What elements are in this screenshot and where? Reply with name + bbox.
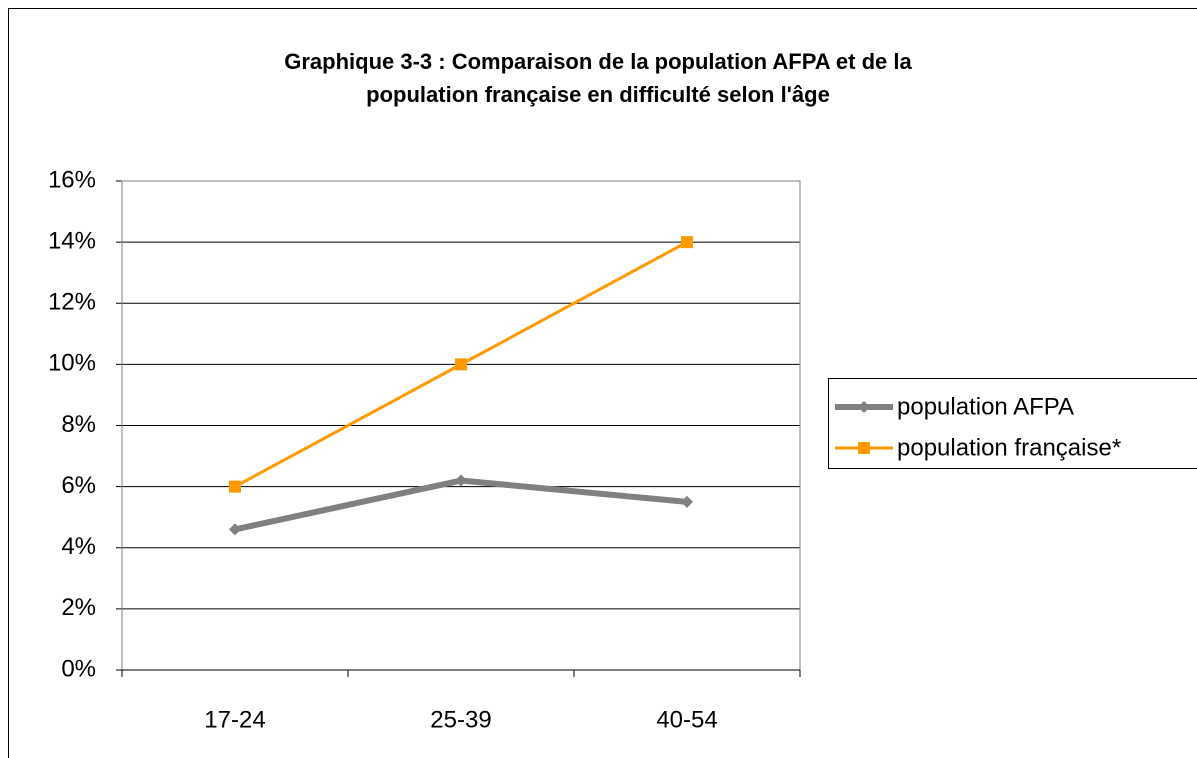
y-tick-label: 10%: [48, 350, 96, 377]
x-tick-label: 17-24: [204, 706, 265, 733]
y-tick-label: 14%: [48, 227, 96, 254]
y-tick-label: 4%: [61, 533, 96, 560]
chart-title: population française en difficulté selon…: [366, 82, 830, 107]
y-tick-label: 0%: [61, 655, 96, 682]
legend-marker: [858, 401, 870, 413]
y-tick-label: 2%: [61, 594, 96, 621]
y-tick-label: 6%: [61, 472, 96, 499]
x-tick-label: 40-54: [656, 706, 717, 733]
point-marker: [229, 523, 241, 536]
legend-marker: [858, 442, 870, 454]
y-tick-label: 8%: [61, 411, 96, 438]
point-marker: [229, 480, 241, 493]
point-marker: [681, 495, 693, 508]
chart-title: Graphique 3-3 : Comparaison de la popula…: [284, 49, 912, 74]
legend-label: population française*: [897, 434, 1121, 461]
point-marker: [681, 236, 693, 249]
point-marker: [455, 474, 467, 487]
point-marker: [455, 358, 467, 371]
y-tick-label: 16%: [48, 166, 96, 193]
legend-label: population AFPA: [897, 393, 1074, 420]
legend-box: [828, 378, 1197, 469]
y-tick-label: 12%: [48, 289, 96, 316]
x-tick-label: 25-39: [430, 706, 491, 733]
